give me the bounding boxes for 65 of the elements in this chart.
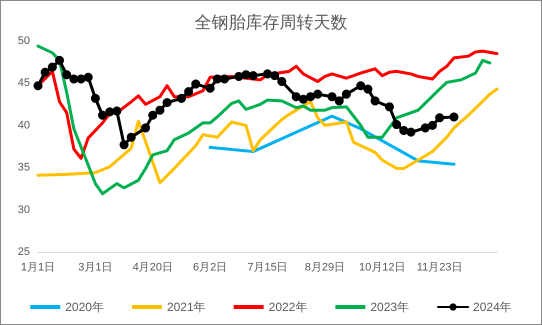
point	[191, 80, 200, 89]
point	[248, 71, 258, 80]
x-tick-label: 3月1日	[78, 262, 112, 274]
point	[98, 110, 108, 120]
point	[313, 90, 322, 99]
point	[206, 84, 215, 93]
y-tick-label: 35	[18, 162, 30, 174]
y-tick-label: 50	[18, 35, 30, 47]
point	[120, 140, 129, 150]
point	[277, 77, 286, 86]
point	[342, 90, 351, 99]
legend-label: 2021年	[166, 300, 206, 314]
x-tick-label: 8月29日	[304, 262, 346, 274]
point	[162, 98, 172, 108]
y-tick-label: 45	[18, 77, 30, 90]
x-tick-label: 4月20日	[132, 262, 173, 274]
x-tick-label: 1月1日	[20, 262, 56, 274]
legend-label: 2022年	[268, 300, 308, 314]
point	[220, 74, 229, 84]
line-series	[36, 44, 492, 196]
point	[62, 70, 72, 80]
legend-label: 2020年	[65, 300, 104, 314]
point	[449, 112, 458, 122]
point	[392, 120, 402, 130]
point	[328, 92, 337, 102]
x-tick-label: 10月12日	[359, 262, 406, 274]
point	[420, 123, 430, 132]
point	[112, 106, 122, 116]
point	[84, 72, 93, 82]
x-tick-label: 6月2日	[193, 262, 228, 274]
point	[40, 68, 50, 77]
y-tick-label: 40	[18, 119, 30, 132]
point	[126, 132, 136, 142]
y-tick-label: 25	[18, 246, 30, 258]
point	[55, 56, 64, 65]
legend-label: 2023年	[370, 300, 410, 314]
point	[105, 107, 114, 116]
point	[76, 74, 86, 84]
point	[34, 81, 42, 90]
point	[298, 94, 308, 104]
y-tick-label: 30	[18, 204, 30, 216]
point	[370, 96, 380, 106]
point	[334, 96, 344, 106]
point	[406, 128, 416, 137]
point	[176, 94, 186, 103]
point	[270, 71, 280, 80]
point	[263, 69, 272, 78]
point	[48, 62, 57, 72]
chart-title: 全钢胎库存周转天数	[194, 13, 348, 32]
point	[306, 92, 316, 102]
x-tick-label: 7月15日	[247, 262, 288, 274]
point	[155, 106, 164, 115]
point	[384, 102, 394, 112]
point	[90, 94, 100, 103]
line-series	[36, 88, 498, 184]
point	[184, 87, 194, 96]
point	[428, 120, 437, 130]
x-tick-label: 11月23日	[416, 262, 462, 274]
point	[356, 81, 366, 90]
point	[435, 113, 444, 122]
legend-label: 2024年	[473, 300, 512, 314]
point	[292, 92, 301, 102]
point	[363, 84, 372, 94]
point	[141, 123, 150, 132]
point	[148, 110, 158, 120]
